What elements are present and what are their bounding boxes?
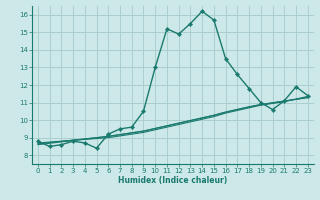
X-axis label: Humidex (Indice chaleur): Humidex (Indice chaleur) — [118, 176, 228, 185]
